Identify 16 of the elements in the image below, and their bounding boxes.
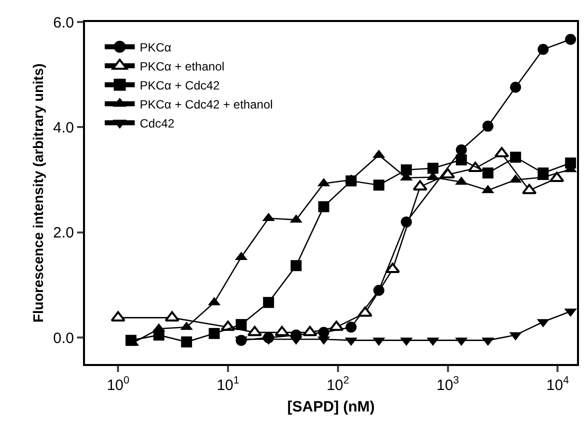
x-tick-label: 10$^{0}$ <box>106 374 130 394</box>
legend-label: PKCα <box>140 40 172 54</box>
legend-label: PKCα + Cdc42 <box>140 78 220 92</box>
x-tick-label: 10$^{1}$ <box>216 374 240 394</box>
y-tick-label: 4.0 <box>53 119 74 136</box>
x-tick-label: 10$^{3}$ <box>436 374 460 394</box>
x-tick-label: 10$^{4}$ <box>546 374 570 394</box>
y-tick-label: 2.0 <box>53 224 74 242</box>
legend-label: PKCα + Cdc42 + ethanol <box>140 97 273 112</box>
legend-label: Cdc42 <box>140 116 175 130</box>
y-axis-title: Fluorescence intensity (arbitrary units) <box>30 63 46 323</box>
legend-label: PKCα + ethanol <box>140 59 224 74</box>
x-tick-label: 10$^{2}$ <box>326 374 350 394</box>
y-tick-label: 0.0 <box>53 330 74 347</box>
x-axis-title: [SAPD] (nM) <box>287 398 375 416</box>
y-tick-label: 6.0 <box>53 14 74 32</box>
